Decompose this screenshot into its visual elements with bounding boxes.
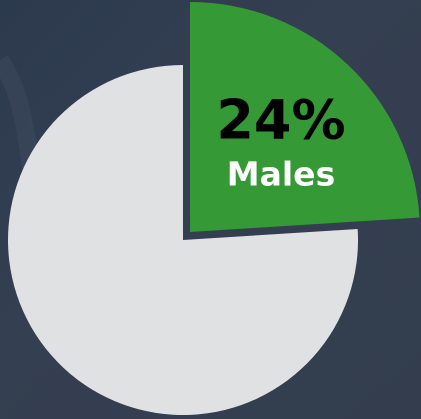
value-label: 24%: [216, 89, 345, 152]
pie-slice: [8, 65, 358, 415]
category-label: Males: [227, 155, 335, 194]
pie-slice: [190, 2, 420, 232]
